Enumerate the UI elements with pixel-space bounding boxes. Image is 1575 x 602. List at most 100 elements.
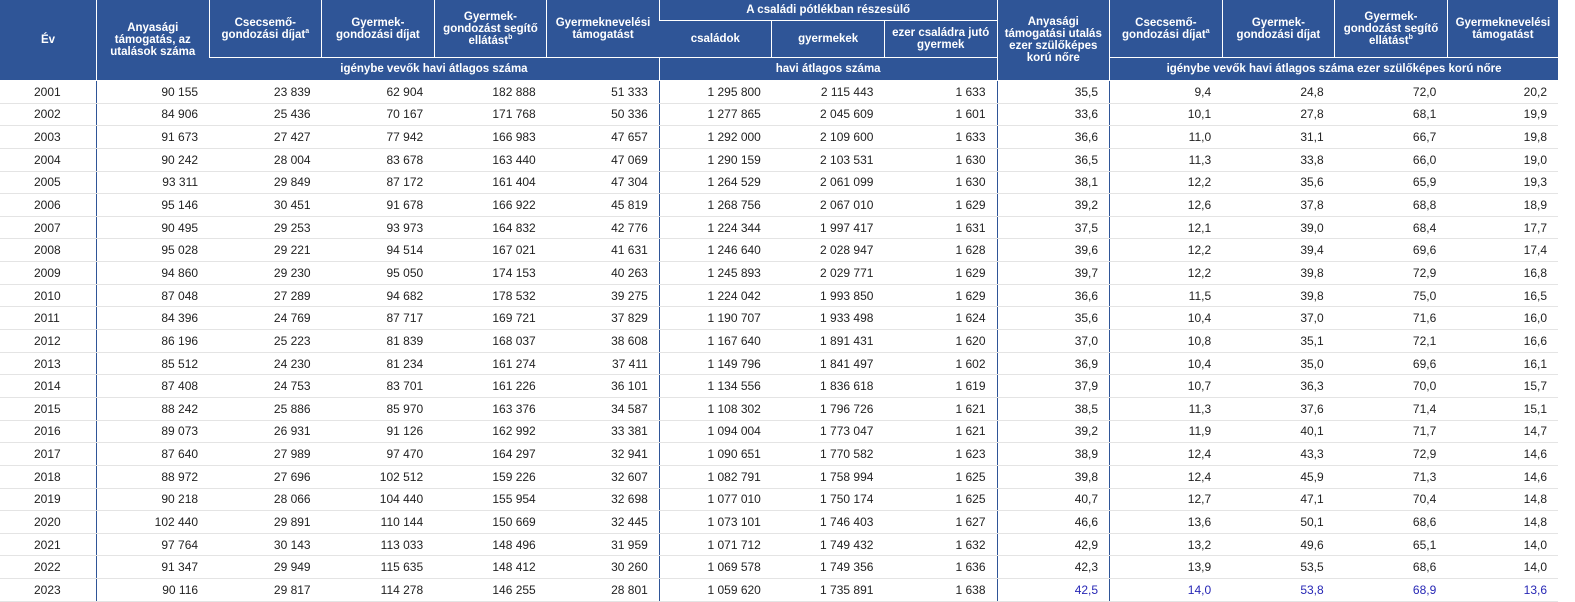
table-row: 2020 102 440 29 891 110 144 150 669 32 445 1 0… [0,510,1558,534]
value-cell: 16,0 [1447,306,1558,331]
value-cell: 87 717 [321,306,435,331]
value-cell: 39,8 [1222,261,1335,285]
year-cell: 2016 [0,420,97,444]
value-cell: 37,8 [1222,193,1335,217]
value-cell: 95 028 [96,238,210,263]
value-cell: 29 891 [209,510,322,534]
value-cell: 16,6 [1447,329,1558,353]
year-cell: 2001 [0,80,97,104]
value-cell: 1 993 850 [771,284,885,308]
value-cell: 1 602 [884,352,998,376]
year-cell: 2006 [0,193,97,217]
value-cell: 24,8 [1222,80,1335,104]
value-cell: 53,5 [1222,555,1335,580]
table-row: 2011 84 396 24 769 87 717 169 721 37 829 1 190… [0,306,1558,331]
value-cell: 16,1 [1447,352,1558,376]
year-cell: 2008 [0,238,97,263]
value-cell: 68,4 [1334,216,1448,240]
value-cell: 148 496 [434,533,547,557]
value-cell: 27 696 [209,465,322,489]
value-cell: 1 836 618 [771,374,885,398]
value-cell: 34 587 [546,397,660,421]
table-row: 2022 91 347 29 949 115 635 148 412 30 260 1 06… [0,555,1558,580]
value-cell: 25 886 [209,397,322,421]
header-family-allowance-group: A családi pótlékban részesülő [658,0,997,21]
value-cell: 1 059 620 [659,578,772,602]
value-cell: 50,1 [1222,510,1335,534]
value-cell: 69,6 [1334,352,1448,376]
value-cell: 72,9 [1334,442,1448,466]
footnote-b: b [1408,33,1413,41]
value-cell: 1 620 [884,329,998,353]
header-rate-child-raising-support: Gyermeknevelési támogatást [1446,0,1558,58]
value-cell: 30 143 [209,533,322,557]
value-cell: 16,8 [1447,261,1558,285]
subheader-rate: igénybe vevők havi átlagos száma ezer sz… [1109,57,1558,81]
value-cell: 70 167 [321,103,435,127]
table-row: 2005 93 311 29 849 87 172 161 404 47 304 1 264… [0,171,1558,195]
value-cell: 72,1 [1334,329,1448,353]
table-row: 2014 87 408 24 753 83 701 161 226 36 101 1 134… [0,374,1558,398]
value-cell: 12,4 [1109,442,1223,466]
value-cell: 1 749 356 [771,555,885,580]
header-rate-infant-care-fee: Csecsemő­gondozási díjata [1109,0,1223,58]
value-cell: 91 126 [321,420,435,444]
value-cell: 30 260 [546,555,660,580]
value-cell: 1 277 865 [659,103,772,127]
value-cell: 12,2 [1109,238,1223,263]
value-cell: 95 050 [321,261,435,285]
value-cell: 87 408 [96,374,210,398]
value-cell: 1 773 047 [771,420,885,444]
year-cell: 2018 [0,465,97,489]
value-cell: 36,6 [997,125,1111,149]
value-cell: 65,9 [1334,171,1448,195]
value-cell: 42,9 [997,533,1111,557]
value-cell: 162 992 [434,420,547,444]
value-cell: 17,7 [1447,216,1558,240]
value-cell: 11,5 [1109,284,1223,308]
value-cell: 86 196 [96,329,210,353]
year-cell: 2002 [0,103,97,127]
value-cell: 90 155 [96,80,210,104]
footnote-a: a [305,27,310,35]
value-cell: 33 381 [546,420,660,444]
value-cell: 42,5 [997,578,1111,602]
value-cell: 24 769 [209,306,322,331]
value-cell: 1 891 431 [771,329,885,353]
value-cell: 1 077 010 [659,488,772,512]
value-cell: 39,7 [997,261,1111,285]
year-cell: 2013 [0,352,97,376]
table-row: 2016 89 073 26 931 91 126 162 992 33 381 1 094… [0,420,1558,444]
value-cell: 1 841 497 [771,352,885,376]
subheader-monthly: havi átlagos száma [658,57,997,81]
value-cell: 113 033 [321,533,435,557]
value-cell: 2 103 531 [771,148,885,172]
value-cell: 2 028 947 [771,238,885,263]
value-cell: 1 073 101 [659,510,772,534]
value-cell: 39,0 [1222,216,1335,240]
value-cell: 15,1 [1447,397,1558,421]
table-row: 2023 90 116 29 817 114 278 146 255 28 801 1 05… [0,578,1558,602]
table-row: 2009 94 860 29 230 95 050 174 153 40 263 1 245… [0,261,1558,285]
value-cell: 93 973 [321,216,435,240]
value-cell: 1 621 [884,397,998,421]
value-cell: 35,0 [1222,352,1335,376]
value-cell: 1 149 796 [659,352,772,376]
value-cell: 28 066 [209,488,322,512]
year-cell: 2003 [0,125,97,149]
value-cell: 1 290 159 [659,148,772,172]
table-row: 2018 88 972 27 696 102 512 159 226 32 607 1 08… [0,465,1558,489]
value-cell: 40 263 [546,261,660,285]
value-cell: 1 190 707 [659,306,772,331]
value-cell: 19,8 [1447,125,1558,149]
table-row: 2013 85 512 24 230 81 234 161 274 37 411 1 149… [0,352,1558,376]
value-cell: 14,7 [1447,420,1558,444]
value-cell: 155 954 [434,488,547,512]
value-cell: 70,4 [1334,488,1448,512]
value-cell: 88 972 [96,465,210,489]
value-cell: 38,1 [997,171,1111,195]
value-cell: 42 776 [546,216,660,240]
table-row: 2008 95 028 29 221 94 514 167 021 41 631 1 246… [0,238,1558,263]
value-cell: 161 404 [434,171,547,195]
value-cell: 1 246 640 [659,238,772,263]
